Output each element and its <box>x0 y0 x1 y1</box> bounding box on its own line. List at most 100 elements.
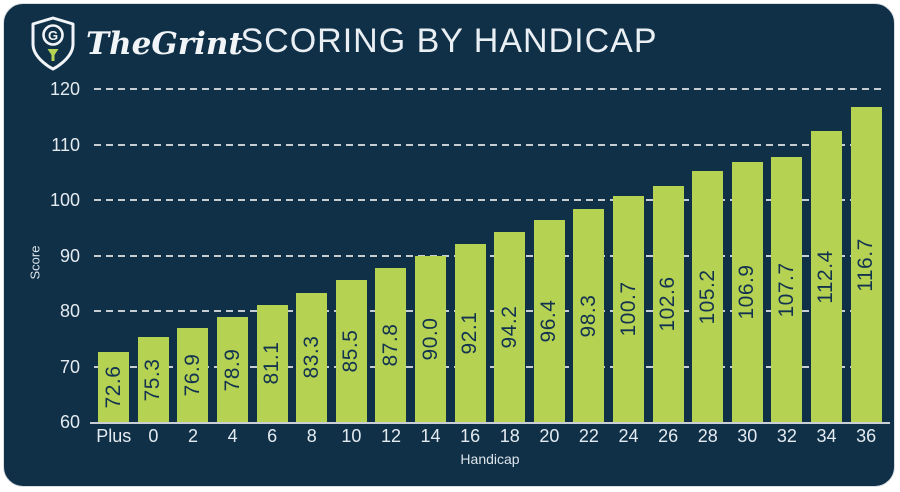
bar-slot: 112.4 <box>807 89 847 422</box>
y-tick-label: 80 <box>59 301 80 321</box>
y-tick-label: 120 <box>49 79 80 99</box>
bar-value-label: 75.3 <box>141 358 165 401</box>
bar: 85.5 <box>335 280 367 422</box>
bar-slot: 94.2 <box>490 89 530 422</box>
x-tick-label: 6 <box>267 426 278 446</box>
bar: 105.2 <box>692 171 724 422</box>
gridline <box>94 143 886 146</box>
bar-value-label: 112.4 <box>814 249 838 304</box>
x-axis-title: Handicap <box>460 451 520 467</box>
x-tick-label: 20 <box>539 426 560 446</box>
x-tick-label: 36 <box>856 426 877 446</box>
brand-name: TheGrint <box>86 26 243 62</box>
bar-value-label: 92.1 <box>458 311 482 355</box>
bar: 76.9 <box>177 328 209 422</box>
bar-slot: 83.3 <box>292 89 332 422</box>
bar-value-label: 96.4 <box>537 299 561 343</box>
bar-slot: 107.7 <box>767 89 807 422</box>
bar: 83.3 <box>296 292 328 422</box>
bar-value-label: 105.2 <box>695 269 719 325</box>
x-tick-label: 18 <box>499 426 520 446</box>
y-tick-label: 100 <box>49 190 80 210</box>
x-tick-label: 0 <box>148 426 159 446</box>
bar: 78.9 <box>217 317 249 422</box>
bar: 100.7 <box>613 196 645 422</box>
y-tick-label: 60 <box>59 412 80 432</box>
x-tick-label: 16 <box>460 426 481 446</box>
bar-slot: 106.9 <box>728 89 768 422</box>
x-tick-label: 10 <box>341 426 362 446</box>
gridline <box>94 254 886 257</box>
gridline <box>94 310 886 312</box>
bar-slot: 96.4 <box>530 89 570 422</box>
y-tick-label: 110 <box>51 134 80 155</box>
y-tick-label: 90 <box>59 245 80 266</box>
bar: 72.6 <box>98 352 130 422</box>
x-tick-label: 32 <box>776 426 797 446</box>
bar-value-label: 72.6 <box>101 365 125 409</box>
x-axis-line <box>90 422 890 424</box>
x-tick-label: 2 <box>187 426 198 446</box>
x-tick-label: 12 <box>380 426 401 446</box>
gridline <box>94 199 886 201</box>
chart-title: SCORING BY HANDICAP <box>240 22 658 60</box>
x-tick-label: 22 <box>578 426 599 446</box>
bar: 75.3 <box>137 337 169 422</box>
bar: 81.1 <box>256 304 288 422</box>
x-tick-label: 4 <box>227 426 238 446</box>
bar: 107.7 <box>771 157 803 422</box>
plot-area: 72.6 75.3 76.9 78.9 81.1 83.3 85.5 87.8 90.0 92.1… <box>50 79 890 432</box>
bar-slot: 90.0 <box>411 89 451 422</box>
bar-slot: 78.9 <box>213 89 253 422</box>
gridline <box>94 88 886 90</box>
bar-value-label: 83.3 <box>299 335 323 379</box>
x-tick-label: Plus <box>96 426 132 446</box>
x-tick-label: 28 <box>697 426 718 446</box>
bar: 116.7 <box>850 107 882 422</box>
bar-value-label: 100.7 <box>616 281 640 337</box>
bar-slot: 75.3 <box>134 89 174 422</box>
bar-slot: 105.2 <box>688 89 728 422</box>
bar-slot: 87.8 <box>371 89 411 422</box>
x-tick-labels: Plus 0 2 4 6 8 10 12 14 16 18 20 22 24 26 28 30 32 34 36 <box>94 426 886 447</box>
bar-slot: 76.9 <box>173 89 213 422</box>
bar-slot: 102.6 <box>648 89 688 422</box>
gridline <box>94 365 886 368</box>
bar: 90.0 <box>415 255 447 422</box>
x-tick-label: 8 <box>306 426 317 446</box>
bar-value-label: 106.9 <box>735 264 759 320</box>
bar: 98.3 <box>573 209 605 422</box>
bar: 92.1 <box>454 243 486 422</box>
bar: 96.4 <box>533 219 565 422</box>
bar-value-label: 76.9 <box>180 353 204 397</box>
bars-container: 72.6 75.3 76.9 78.9 81.1 83.3 85.5 87.8 90.0 92.1… <box>94 89 886 422</box>
svg-text:G: G <box>48 28 58 43</box>
x-tick-label: 30 <box>737 426 758 446</box>
bar-value-label: 107.7 <box>774 262 798 318</box>
bar-slot: 100.7 <box>609 89 649 422</box>
bar-value-label: 78.9 <box>220 348 244 391</box>
scoring-card: G TheGrint SCORING BY HANDICAP Score 72.… <box>3 3 895 487</box>
x-tick-label: 26 <box>658 426 679 446</box>
x-tick-label: 34 <box>816 426 837 446</box>
bar-value-label: 94.2 <box>497 305 521 349</box>
bar-slot: 92.1 <box>450 89 490 422</box>
bar-value-label: 87.8 <box>378 323 402 367</box>
bar-value-label: 102.6 <box>656 276 680 332</box>
bar-slot: 72.6 <box>94 89 134 422</box>
y-tick-label: 70 <box>59 356 80 377</box>
bar-value-label: 85.5 <box>339 329 363 373</box>
bar-value-label: 90.0 <box>418 317 442 361</box>
bar: 112.4 <box>810 131 842 422</box>
bar: 102.6 <box>652 185 684 422</box>
x-tick-label: 24 <box>618 426 639 446</box>
bar: 87.8 <box>375 267 407 422</box>
bar-value-label: 98.3 <box>576 294 600 338</box>
x-tick-label: 14 <box>420 426 441 446</box>
golf-tee-glyph <box>47 49 59 61</box>
bar: 106.9 <box>731 161 763 422</box>
bar-slot: 98.3 <box>569 89 609 422</box>
shield-golf-tee-icon: G <box>31 16 75 71</box>
brand-logo: G TheGrint <box>30 16 243 72</box>
bar-slot: 81.1 <box>252 89 292 422</box>
